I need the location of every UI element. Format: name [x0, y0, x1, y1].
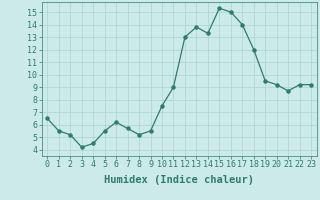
X-axis label: Humidex (Indice chaleur): Humidex (Indice chaleur): [104, 175, 254, 185]
